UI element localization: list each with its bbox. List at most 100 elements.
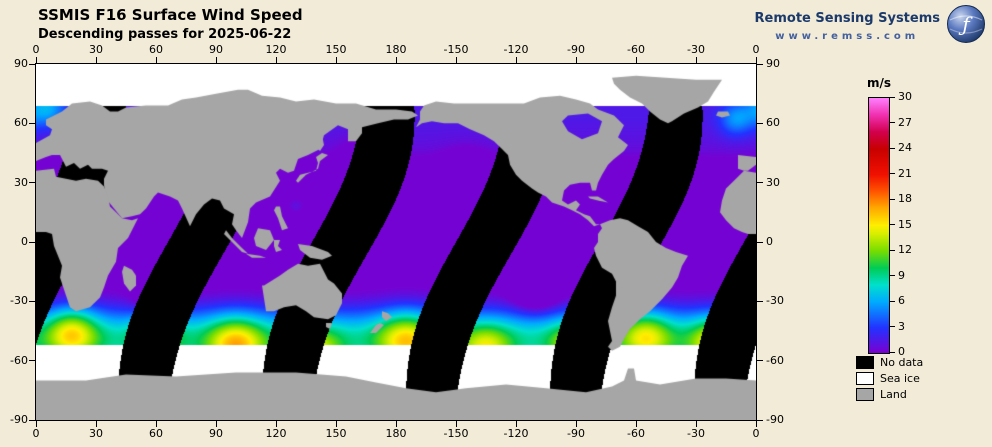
lat-tick-left bbox=[29, 122, 35, 124]
lat-tick-label-right: -30 bbox=[766, 294, 784, 308]
lon-tick-label-top: -90 bbox=[567, 43, 585, 56]
colorbar-tick bbox=[890, 198, 895, 200]
lon-tick-top bbox=[755, 57, 757, 63]
legend-swatch bbox=[856, 387, 874, 401]
colorbar-gradient bbox=[868, 97, 890, 354]
lon-tick-label-bottom: -90 bbox=[567, 427, 585, 440]
lon-tick-bottom bbox=[695, 421, 697, 427]
colorbar-tick-label: 9 bbox=[898, 268, 905, 282]
lon-tick-top bbox=[575, 57, 577, 63]
lat-tick-right bbox=[757, 182, 763, 184]
lon-tick-top bbox=[95, 57, 97, 63]
logo-block: Remote Sensing Systems www.remss.com ƒ bbox=[755, 4, 986, 44]
colorbar-tick-label: 6 bbox=[898, 294, 905, 307]
lon-tick-label-top: -60 bbox=[627, 43, 645, 56]
lat-tick-left bbox=[29, 182, 35, 184]
lat-tick-left bbox=[29, 419, 35, 421]
lat-tick-label-left: 60 bbox=[14, 116, 28, 130]
lat-tick-label-left: 0 bbox=[21, 235, 28, 248]
lon-tick-label-top: 90 bbox=[209, 43, 223, 56]
lon-tick-label-top: 0 bbox=[32, 43, 40, 56]
colorbar-tick bbox=[890, 122, 895, 123]
colorbar-tick bbox=[890, 147, 895, 149]
lat-tick-label-left: -90 bbox=[10, 413, 28, 426]
legend-item-land: Land bbox=[856, 387, 923, 401]
lat-tick-label-right: 30 bbox=[766, 175, 780, 189]
lon-tick-top bbox=[635, 57, 637, 63]
lon-tick-bottom bbox=[515, 421, 517, 427]
colorbar-tick-label: 27 bbox=[898, 115, 912, 129]
colorbar-tick-label: 30 bbox=[898, 90, 912, 103]
lon-tick-bottom bbox=[395, 421, 397, 427]
lon-tick-top bbox=[155, 57, 157, 63]
lat-tick-label-left: 30 bbox=[14, 175, 28, 189]
colorbar-tick-label: 15 bbox=[898, 217, 912, 231]
lon-tick-label-bottom: 150 bbox=[325, 427, 347, 440]
colorbar-unit-label: m/s bbox=[866, 76, 892, 90]
lat-tick-label-right: -90 bbox=[766, 413, 784, 426]
lon-tick-label-bottom: -60 bbox=[627, 427, 645, 440]
lon-tick-label-top: 30 bbox=[89, 43, 103, 56]
lon-tick-bottom bbox=[575, 421, 577, 427]
svg-text:ƒ: ƒ bbox=[958, 12, 973, 36]
legend-label: Land bbox=[880, 387, 907, 401]
lat-tick-label-right: 0 bbox=[766, 235, 773, 248]
lat-tick-label-right: 90 bbox=[766, 57, 780, 70]
lat-tick-right bbox=[757, 63, 763, 65]
wind-speed-map bbox=[36, 64, 756, 420]
colorbar: m/s 30 27 24 21 18 15 12 9 6 3 0 bbox=[867, 76, 988, 376]
lat-tick-label-left: -30 bbox=[10, 294, 28, 308]
lat-tick-label-right: -60 bbox=[766, 353, 784, 367]
lon-tick-top bbox=[695, 57, 697, 63]
lon-tick-label-bottom: 0 bbox=[752, 427, 760, 440]
colorbar-tick bbox=[890, 173, 895, 174]
lon-tick-label-bottom: 180 bbox=[385, 427, 407, 440]
lon-tick-top bbox=[215, 57, 217, 63]
lat-tick-left bbox=[29, 360, 35, 362]
lon-tick-bottom bbox=[755, 421, 757, 427]
lon-tick-bottom bbox=[455, 421, 457, 427]
lon-tick-label-bottom: 60 bbox=[149, 427, 163, 440]
colorbar-tick bbox=[890, 224, 895, 225]
lon-tick-label-bottom: 0 bbox=[32, 427, 40, 440]
lat-tick-left bbox=[29, 241, 35, 243]
colorbar-tick bbox=[890, 300, 895, 302]
lon-tick-label-top: 180 bbox=[385, 43, 407, 56]
colorbar-tick-label: 0 bbox=[898, 345, 905, 358]
lon-tick-top bbox=[455, 57, 457, 63]
colorbar-tick-label: 12 bbox=[898, 243, 912, 256]
lat-tick-right bbox=[757, 241, 763, 243]
lat-tick-label-left: 90 bbox=[14, 57, 28, 70]
lon-tick-top bbox=[395, 57, 397, 63]
lon-tick-top bbox=[515, 57, 517, 63]
logo-text: Remote Sensing Systems www.remss.com bbox=[755, 4, 940, 42]
colorbar-tick-label: 21 bbox=[898, 166, 912, 180]
lat-tick-right bbox=[757, 300, 763, 302]
legend-label: Sea ice bbox=[880, 371, 920, 385]
lat-tick-left bbox=[29, 63, 35, 65]
legend-item-no-data: No data bbox=[856, 355, 923, 369]
lon-tick-label-bottom: -30 bbox=[687, 427, 705, 440]
logo-url: www.remss.com bbox=[775, 31, 920, 42]
legend-swatch bbox=[856, 355, 874, 369]
lat-tick-label-right: 60 bbox=[766, 116, 780, 130]
lon-tick-label-top: 0 bbox=[752, 43, 760, 56]
lon-tick-label-top: -150 bbox=[443, 43, 469, 56]
lat-tick-label-left: -60 bbox=[10, 353, 28, 367]
colorbar-tick-label: 18 bbox=[898, 192, 912, 205]
lon-tick-label-bottom: -120 bbox=[503, 427, 529, 440]
lon-tick-label-bottom: -150 bbox=[443, 427, 469, 440]
lon-tick-label-top: 150 bbox=[325, 43, 347, 56]
map-legend: No data Sea ice Land bbox=[856, 355, 923, 404]
lon-tick-label-top: -120 bbox=[503, 43, 529, 56]
lon-tick-bottom bbox=[635, 421, 637, 427]
logo-name: Remote Sensing Systems bbox=[754, 11, 940, 26]
lat-tick-right bbox=[757, 360, 763, 362]
lon-tick-label-top: 120 bbox=[265, 43, 287, 56]
lon-tick-label-top: -30 bbox=[687, 43, 705, 56]
lon-tick-bottom bbox=[155, 421, 157, 427]
lon-tick-bottom bbox=[275, 421, 277, 427]
colorbar-tick bbox=[890, 96, 895, 98]
lon-tick-label-bottom: 90 bbox=[209, 427, 223, 440]
